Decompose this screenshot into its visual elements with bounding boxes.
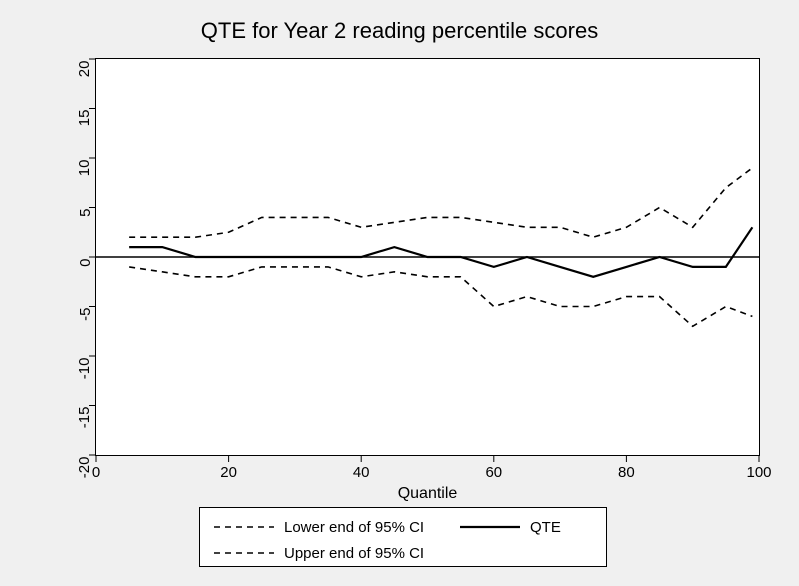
x-tick-label: 60 — [474, 464, 514, 481]
x-tick-label: 80 — [606, 464, 646, 481]
y-tick-label: -10 — [77, 357, 94, 379]
legend-item-qte: QTE — [460, 514, 561, 540]
legend-item-upper: Upper end of 95% CI — [214, 540, 424, 566]
legend-label: QTE — [530, 519, 561, 536]
plot-area — [95, 58, 760, 456]
series-qte — [129, 227, 752, 276]
x-tick-label: 100 — [739, 464, 779, 481]
plot-svg — [96, 59, 759, 455]
legend-box: Lower end of 95% CI QTE Upper end of 95% C… — [199, 507, 607, 567]
y-tick-label: 15 — [77, 110, 94, 127]
series-lower — [129, 267, 752, 326]
x-axis-label: Quantile — [95, 485, 760, 503]
legend-swatch-lower — [214, 517, 274, 537]
legend-label: Lower end of 95% CI — [284, 519, 424, 536]
y-tick-label: -5 — [77, 308, 94, 321]
legend-swatch-qte — [460, 517, 520, 537]
legend-label: Upper end of 95% CI — [284, 545, 424, 562]
series-upper — [129, 168, 752, 237]
y-tick-label: -15 — [77, 407, 94, 429]
legend-swatch-upper — [214, 543, 274, 563]
legend-item-lower: Lower end of 95% CI — [214, 514, 424, 540]
y-tick-label: 10 — [77, 159, 94, 176]
y-tick-label: 20 — [77, 60, 94, 77]
x-tick-label: 20 — [209, 464, 249, 481]
y-tick-label: 0 — [77, 258, 94, 266]
chart-title: QTE for Year 2 reading percentile scores — [0, 18, 799, 44]
x-tick-label: 40 — [341, 464, 381, 481]
y-tick-label: -20 — [77, 456, 94, 478]
figure-container: { "canvas": { "width": 799, "height": 58… — [0, 0, 799, 586]
y-tick-label: 5 — [77, 209, 94, 217]
